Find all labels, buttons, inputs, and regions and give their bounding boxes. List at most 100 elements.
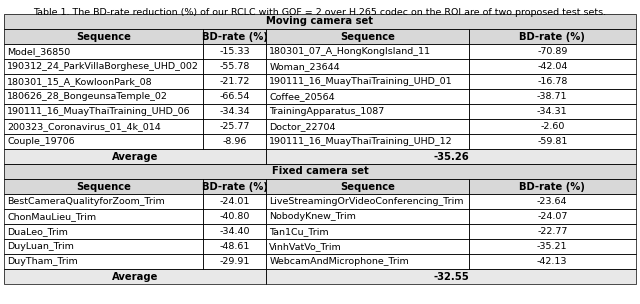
- Bar: [203, 239, 266, 254]
- Bar: [203, 239, 266, 254]
- Text: -70.89: -70.89: [537, 47, 568, 56]
- Text: Average: Average: [112, 271, 158, 282]
- Bar: [468, 224, 636, 239]
- Text: NobodyKnew_Trim: NobodyKnew_Trim: [269, 212, 356, 221]
- Bar: [266, 269, 636, 284]
- Bar: [203, 44, 266, 59]
- Bar: [4, 209, 203, 224]
- Text: -34.31: -34.31: [537, 107, 568, 116]
- Bar: [266, 119, 468, 134]
- Bar: [203, 59, 266, 74]
- Bar: [4, 134, 203, 149]
- Text: -59.81: -59.81: [537, 137, 568, 146]
- Text: BestCameraQualityforZoom_Trim: BestCameraQualityforZoom_Trim: [7, 197, 164, 206]
- Bar: [266, 119, 468, 134]
- Bar: [203, 29, 266, 44]
- Bar: [4, 269, 266, 284]
- Text: 180301_07_A_HongKongIsland_11: 180301_07_A_HongKongIsland_11: [269, 47, 431, 56]
- Bar: [468, 119, 636, 134]
- Text: Sequence: Sequence: [76, 32, 131, 42]
- Text: -24.01: -24.01: [220, 197, 250, 206]
- Bar: [4, 149, 266, 164]
- Bar: [266, 59, 468, 74]
- Bar: [266, 44, 468, 59]
- Bar: [468, 194, 636, 209]
- Bar: [4, 254, 203, 269]
- Bar: [4, 119, 203, 134]
- Text: Woman_23644: Woman_23644: [269, 62, 340, 71]
- Bar: [203, 224, 266, 239]
- Bar: [468, 44, 636, 59]
- Bar: [4, 59, 203, 74]
- Bar: [4, 179, 203, 194]
- Bar: [203, 104, 266, 119]
- Bar: [468, 224, 636, 239]
- Text: 180626_28_BongeunsaTemple_02: 180626_28_BongeunsaTemple_02: [7, 92, 168, 101]
- Text: -34.40: -34.40: [220, 227, 250, 236]
- Text: Tan1Cu_Trim: Tan1Cu_Trim: [269, 227, 329, 236]
- Bar: [4, 194, 203, 209]
- Text: -34.34: -34.34: [220, 107, 250, 116]
- Bar: [203, 59, 266, 74]
- Bar: [468, 239, 636, 254]
- Bar: [468, 179, 636, 194]
- Bar: [266, 29, 468, 44]
- Bar: [203, 44, 266, 59]
- Bar: [4, 239, 203, 254]
- Text: VinhVatVo_Trim: VinhVatVo_Trim: [269, 242, 342, 251]
- Bar: [468, 134, 636, 149]
- Text: 190111_16_MuayThaiTraining_UHD_06: 190111_16_MuayThaiTraining_UHD_06: [7, 107, 191, 116]
- Bar: [468, 44, 636, 59]
- Bar: [468, 119, 636, 134]
- Bar: [4, 194, 203, 209]
- Bar: [203, 194, 266, 209]
- Text: Coffee_20564: Coffee_20564: [269, 92, 335, 101]
- Bar: [266, 149, 636, 164]
- Text: Sequence: Sequence: [340, 181, 395, 192]
- Bar: [468, 179, 636, 194]
- Bar: [266, 254, 468, 269]
- Bar: [203, 254, 266, 269]
- Bar: [468, 254, 636, 269]
- Bar: [468, 29, 636, 44]
- Bar: [4, 29, 203, 44]
- Bar: [203, 74, 266, 89]
- Bar: [468, 194, 636, 209]
- Bar: [266, 59, 468, 74]
- Text: BD-rate (%): BD-rate (%): [202, 32, 268, 42]
- Bar: [4, 14, 636, 29]
- Bar: [266, 239, 468, 254]
- Text: WebcamAndMicrophone_Trim: WebcamAndMicrophone_Trim: [269, 257, 409, 266]
- Bar: [203, 254, 266, 269]
- Bar: [266, 134, 468, 149]
- Text: -55.78: -55.78: [220, 62, 250, 71]
- Text: Couple_19706: Couple_19706: [7, 137, 75, 146]
- Bar: [266, 104, 468, 119]
- Bar: [4, 44, 203, 59]
- Bar: [266, 44, 468, 59]
- Bar: [4, 254, 203, 269]
- Bar: [203, 89, 266, 104]
- Bar: [4, 269, 266, 284]
- Text: 180301_15_A_KowloonPark_08: 180301_15_A_KowloonPark_08: [7, 77, 152, 86]
- Text: DuyTham_Trim: DuyTham_Trim: [7, 257, 77, 266]
- Text: Table 1. The BD-rate reduction (%) of our RCLC with GOF = 2 over H.265 codec on : Table 1. The BD-rate reduction (%) of ou…: [33, 8, 607, 17]
- Bar: [203, 74, 266, 89]
- Text: Doctor_22704: Doctor_22704: [269, 122, 336, 131]
- Bar: [266, 224, 468, 239]
- Bar: [4, 29, 203, 44]
- Bar: [266, 179, 468, 194]
- Bar: [203, 119, 266, 134]
- Bar: [4, 74, 203, 89]
- Text: -42.13: -42.13: [537, 257, 568, 266]
- Bar: [266, 269, 636, 284]
- Text: ChonMauLieu_Trim: ChonMauLieu_Trim: [7, 212, 96, 221]
- Bar: [203, 134, 266, 149]
- Text: BD-rate (%): BD-rate (%): [519, 181, 585, 192]
- Text: -21.72: -21.72: [220, 77, 250, 86]
- Bar: [203, 224, 266, 239]
- Bar: [468, 74, 636, 89]
- Bar: [468, 209, 636, 224]
- Text: Model_36850: Model_36850: [7, 47, 70, 56]
- Text: -8.96: -8.96: [223, 137, 247, 146]
